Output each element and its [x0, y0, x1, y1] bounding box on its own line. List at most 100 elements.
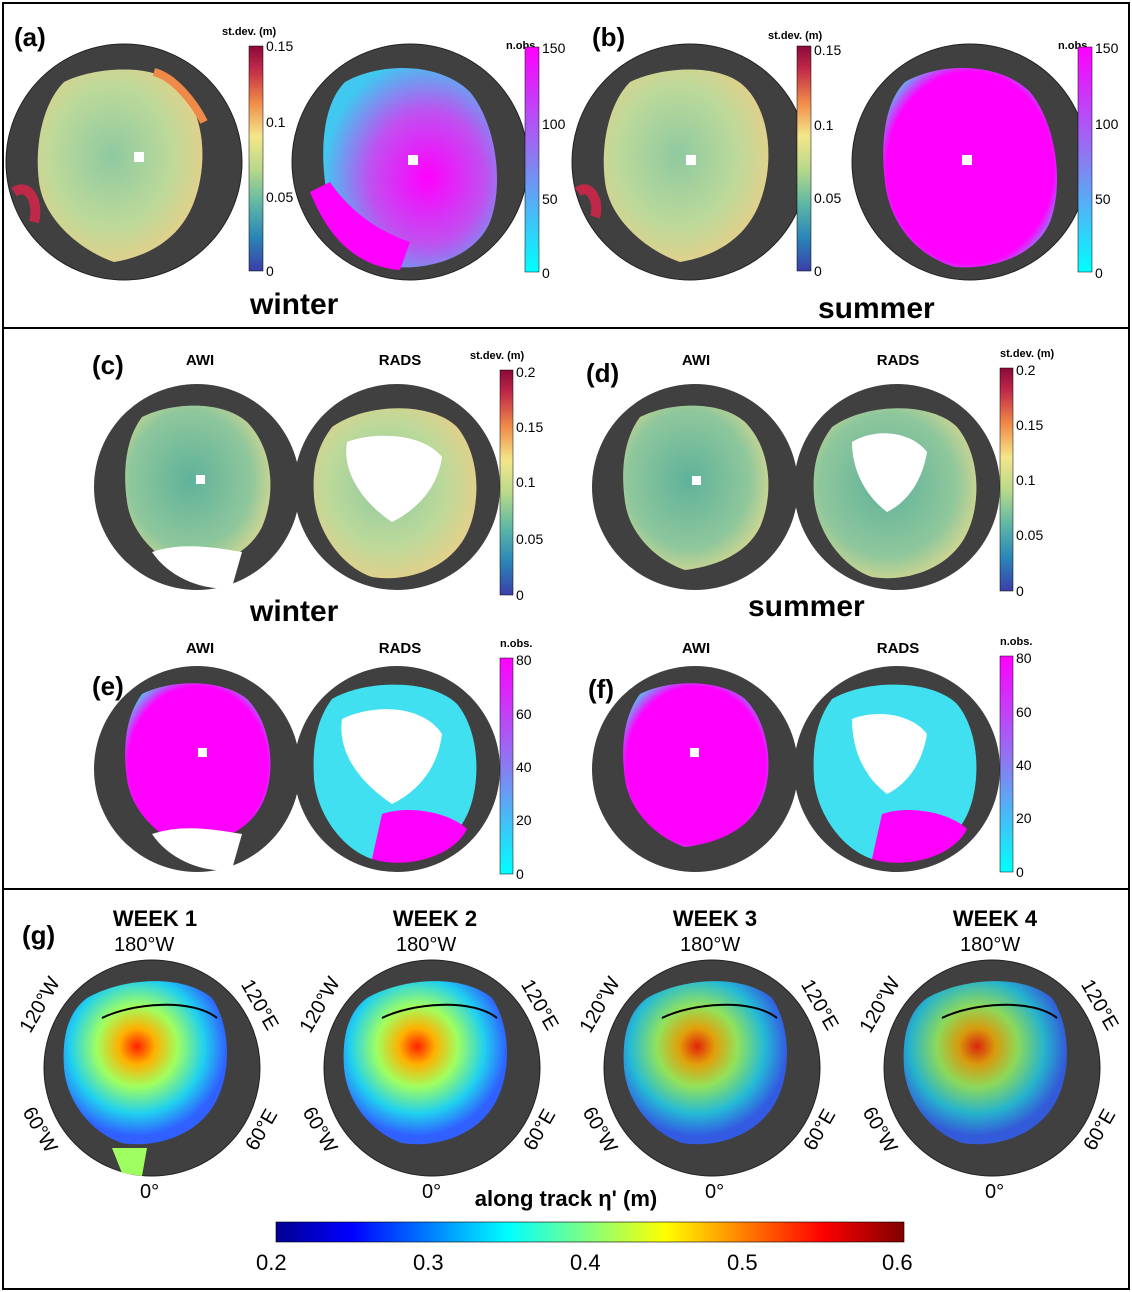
- colorbar-tick: 40: [1016, 757, 1032, 773]
- colorbar-f-nobs: [999, 655, 1014, 873]
- season-label-summer-cd: summer: [748, 590, 865, 623]
- map-b-nobs: [851, 43, 1089, 281]
- colorbar-tick: 0: [1016, 864, 1024, 880]
- map-d-rads-stdev: [794, 384, 1000, 590]
- panel-label-e: (e): [92, 671, 124, 701]
- colorbar-tick: 100: [542, 116, 566, 132]
- colorbar-b-stdev-title: st.dev. (m): [768, 30, 823, 42]
- colorbar-tick: 0: [814, 263, 822, 279]
- map-week-3: [603, 959, 821, 1177]
- colorbar-tick: 150: [1095, 40, 1119, 56]
- colorbar-a-stdev-title: st.dev. (m): [222, 26, 277, 38]
- colorbar-tick: 0.4: [570, 1250, 601, 1275]
- colorbar-tick: 150: [542, 40, 566, 56]
- colorbar-tick: 60: [516, 706, 532, 722]
- season-label-winter-ab: winter: [250, 288, 339, 321]
- coord-label: 180°W: [680, 934, 741, 956]
- colorbar-tick: 0.15: [814, 42, 842, 58]
- map-c-awi-stdev: [94, 384, 300, 590]
- colorbar-tick: 50: [1095, 191, 1111, 207]
- colorbar-tick: 0.5: [727, 1250, 758, 1275]
- colorbar-tick: 0.1: [1016, 472, 1036, 488]
- coord-label: 0°: [705, 1181, 725, 1203]
- panel-label-d: (d): [586, 358, 620, 388]
- map-week-2: [323, 959, 541, 1177]
- colorbar-g-title: along track η' (m): [474, 1186, 658, 1211]
- map-title-e-awi: AWI: [185, 640, 215, 657]
- colorbar-tick: 0.2: [256, 1250, 287, 1275]
- season-label-summer-ab: summer: [818, 292, 935, 325]
- colorbar-tick: 0.2: [1016, 362, 1036, 378]
- week-title-4: WEEK 4: [952, 906, 1038, 931]
- map-title-d-awi: AWI: [681, 352, 711, 369]
- map-title-e-rads: RADS: [378, 640, 422, 657]
- colorbar-f-nobs-title: n.obs.: [1000, 636, 1033, 648]
- map-b-stdev: [571, 43, 809, 281]
- map-title-c-awi: AWI: [185, 352, 215, 369]
- colorbar-d-stdev-title: st.dev. (m): [1000, 348, 1055, 360]
- colorbar-tick: 100: [1095, 116, 1119, 132]
- colorbar-tick: 0: [1016, 583, 1024, 599]
- panel-label-c: (c): [92, 350, 124, 380]
- week-title-1: WEEK 1: [112, 906, 198, 931]
- season-label-winter-cd: winter: [250, 595, 339, 628]
- colorbar-tick: 0: [266, 263, 274, 279]
- colorbar-a-nobs: [524, 46, 540, 273]
- week-title-2: WEEK 2: [392, 906, 478, 931]
- panel-label-f: (f): [588, 674, 614, 704]
- colorbar-tick: 0.15: [516, 419, 544, 435]
- colorbar-tick: 0.1: [814, 117, 834, 133]
- map-title-f-rads: RADS: [876, 640, 920, 657]
- colorbar-d-stdev: [999, 367, 1014, 592]
- map-week-4: [883, 959, 1101, 1177]
- map-a-stdev: [5, 43, 243, 281]
- colorbar-tick: 0.15: [266, 38, 294, 54]
- map-title-c-rads: RADS: [378, 352, 422, 369]
- map-title-f-awi: AWI: [681, 640, 711, 657]
- colorbar-b-nobs: [1077, 46, 1093, 273]
- panel-label-g: (g): [22, 920, 56, 950]
- colorbar-b-stdev: [796, 45, 812, 272]
- map-d-awi-stdev: [592, 384, 798, 590]
- colorbar-tick: 0: [1095, 265, 1103, 281]
- colorbar-tick: 20: [1016, 810, 1032, 826]
- colorbar-tick: 0: [542, 265, 550, 281]
- colorbar-tick: 0.05: [814, 190, 842, 206]
- colorbar-tick: 0: [516, 866, 524, 882]
- colorbar-tick: 80: [1016, 650, 1032, 666]
- coord-label: 0°: [140, 1181, 160, 1203]
- coord-label: 180°W: [960, 934, 1021, 956]
- colorbar-tick: 20: [516, 812, 532, 828]
- colorbar-tick: 0: [516, 587, 524, 603]
- colorbar-tick: 0.3: [413, 1250, 444, 1275]
- colorbar-tick: 0.05: [1016, 527, 1044, 543]
- map-a-nobs: [291, 43, 529, 281]
- colorbar-e-nobs-title: n.obs.: [500, 638, 533, 650]
- colorbar-tick: 80: [516, 652, 532, 668]
- colorbar-tick: 0.1: [266, 114, 286, 130]
- colorbar-a-stdev: [248, 45, 264, 272]
- colorbar-tick: 0.2: [516, 364, 536, 380]
- colorbar-tick: 0.05: [266, 189, 294, 205]
- colorbar-tick: 0.15: [1016, 417, 1044, 433]
- colorbar-c-stdev: [499, 369, 514, 596]
- colorbar-tick: 60: [1016, 704, 1032, 720]
- map-e-awi-nobs: [94, 666, 300, 872]
- map-e-rads-nobs: [294, 666, 500, 872]
- colorbar-tick: 50: [542, 191, 558, 207]
- colorbar-e-nobs: [499, 657, 514, 875]
- coord-label: 180°W: [114, 934, 175, 956]
- colorbar-c-stdev-title: st.dev. (m): [470, 350, 525, 362]
- map-c-rads-stdev: [294, 384, 500, 590]
- colorbar-tick: 0.05: [516, 531, 544, 547]
- panel-label-a: (a): [14, 22, 46, 52]
- map-f-rads-nobs: [794, 666, 1000, 872]
- map-title-d-rads: RADS: [876, 352, 920, 369]
- panel-label-b: (b): [592, 22, 626, 52]
- panel-g-frame: [2, 888, 1130, 1290]
- coord-label: 180°W: [396, 934, 457, 956]
- colorbar-g: [275, 1221, 905, 1243]
- colorbar-tick: 0.1: [516, 474, 536, 490]
- coord-label: 0°: [985, 1181, 1005, 1203]
- map-f-awi-nobs: [592, 666, 798, 872]
